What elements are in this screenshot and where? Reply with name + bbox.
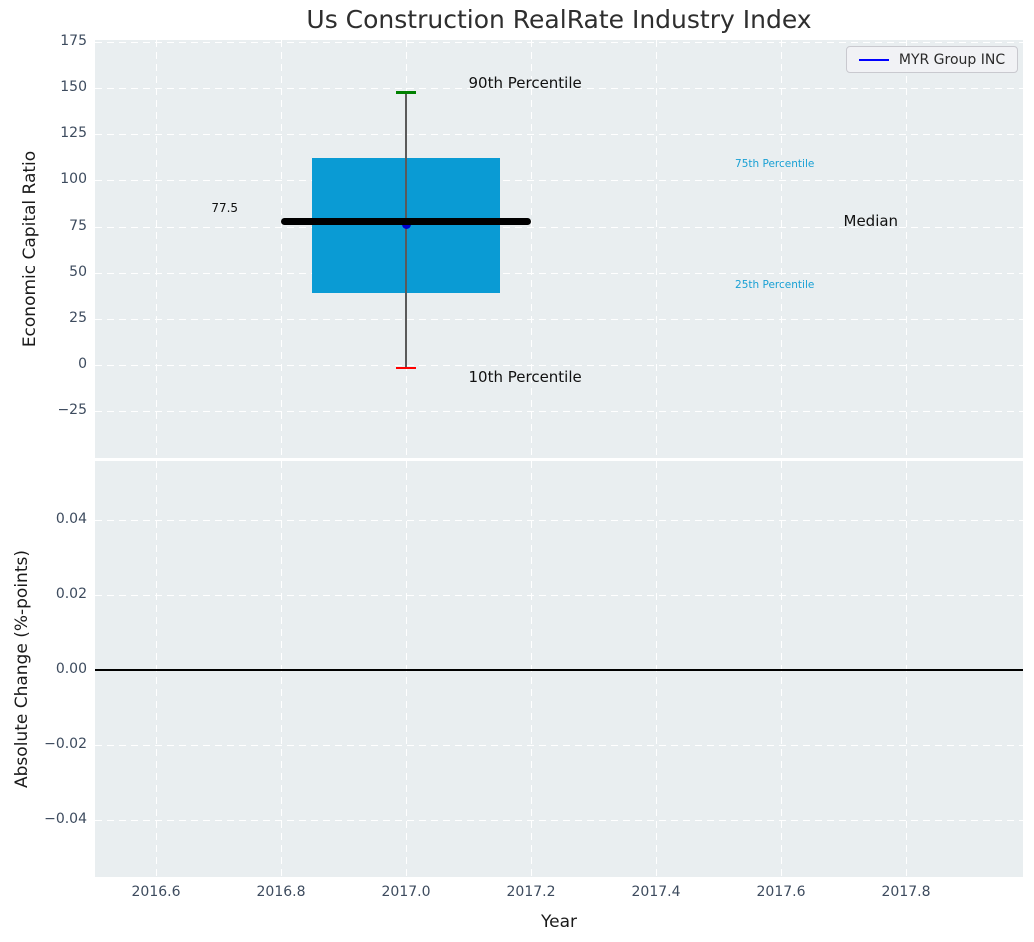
vertical-gridline [531,40,532,458]
y-tick-label: 75 [69,217,87,234]
axes-absolute-change [95,461,1023,877]
y-tick-label: −25 [57,402,87,419]
axes-economic-capital-ratio: 90th Percentile 10th Percentile Median 75th… [95,40,1023,458]
horizontal-gridline [95,411,1023,413]
vertical-gridline [156,461,157,877]
y-tick-label: 125 [60,125,87,142]
x-tick-label: 2017.0 [381,884,431,900]
chart-title: Us Construction RealRate Industry Index [306,5,812,34]
x-axis-label: Year [541,912,577,932]
annotation-median: Median [843,211,899,230]
y-tick-label: 50 [69,263,87,280]
x-tick-label: 2017.6 [756,884,806,900]
annotation-90th-percentile: 90th Percentile [468,74,582,93]
horizontal-gridline [95,520,1023,521]
y-tick-label: −0.02 [44,736,87,752]
vertical-gridline [781,461,782,877]
annotation-25th-percentile: 25th Percentile [735,279,815,291]
horizontal-gridline [95,87,1023,89]
x-tick-label: 2017.4 [631,884,681,900]
y-tick-label: 25 [69,309,87,326]
y-tick-label: 0.02 [55,586,87,602]
y-tick-label: 175 [60,32,87,49]
horizontal-gridline [95,745,1023,746]
vertical-gridline [906,461,907,877]
horizontal-gridline [95,272,1023,274]
annotation-10th-percentile: 10th Percentile [468,368,582,386]
horizontal-gridline [95,226,1023,228]
zero-line [95,669,1023,671]
vertical-gridline [281,40,282,458]
y-tick-label: 150 [60,78,87,95]
vertical-gridline [156,40,157,458]
horizontal-gridline [95,41,1023,43]
annotation-75th-percentile: 75th Percentile [735,158,815,170]
boxplot-median-line [281,218,531,226]
y-tick-label: −0.04 [44,811,87,827]
vertical-gridline [781,40,782,458]
x-tick-label: 2016.6 [131,884,181,900]
horizontal-gridline [95,318,1023,320]
horizontal-gridline [95,820,1023,821]
x-tick-label: 2017.8 [881,884,931,900]
y-tick-label: 0.00 [55,661,87,677]
horizontal-gridline [95,134,1023,136]
vertical-gridline [656,461,657,877]
boxplot-cap-10th [396,366,416,369]
legend-label: MYR Group INC [898,51,1006,68]
boxplot-cap-90th [396,91,416,94]
horizontal-gridline [95,365,1023,366]
x-tick-label: 2017.2 [506,884,556,900]
horizontal-gridline [95,595,1023,596]
legend-line-sample [858,58,889,61]
legend: MYR Group INC [846,46,1018,73]
y-tick-label: 0 [78,356,87,372]
horizontal-gridline [95,180,1023,182]
y-tick-label: 0.04 [55,511,87,527]
vertical-gridline [406,461,407,877]
x-tick-label: 2016.8 [256,884,306,900]
vertical-gridline [281,461,282,877]
annotation-77-5: 77.5 [211,201,239,215]
vertical-gridline [906,40,907,458]
boxplot-whisker [405,92,407,368]
vertical-gridline [656,40,657,458]
vertical-gridline [531,461,532,877]
y-tick-label: 100 [60,171,87,188]
